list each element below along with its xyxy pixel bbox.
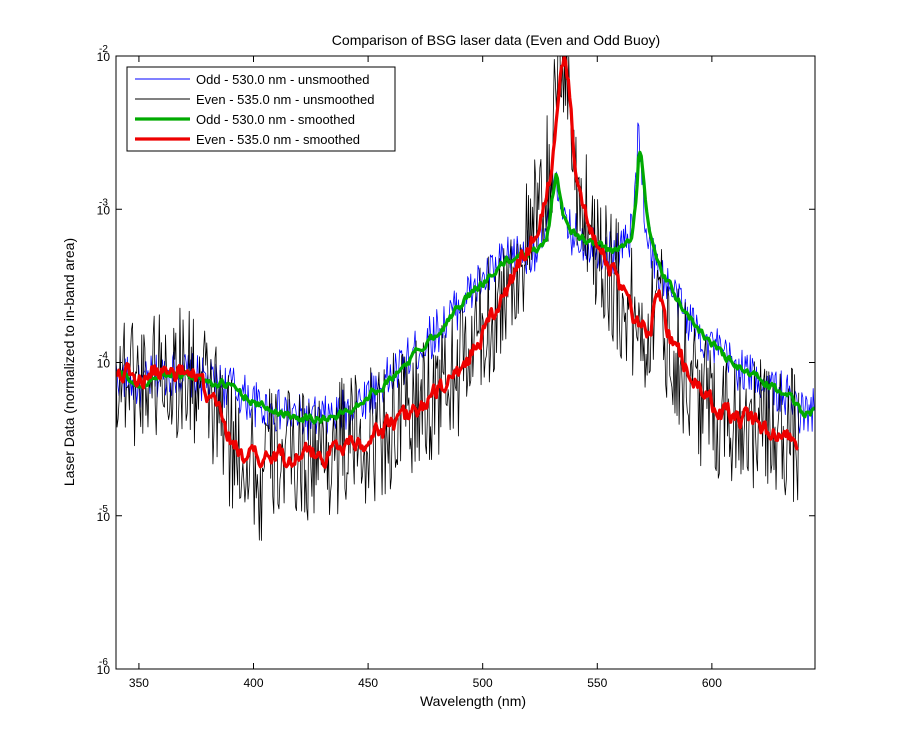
legend: Odd - 530.0 nm - unsmoothed Even - 535.0 … [126, 66, 396, 152]
plot-frame [115, 55, 816, 670]
x-tick-label: 350 [129, 676, 149, 690]
x-tick-label: 400 [243, 676, 263, 690]
y-tick-label: 10-4 [97, 351, 111, 371]
x-tick-label: 600 [702, 676, 722, 690]
y-tick-exponent: -3 [99, 197, 108, 208]
y-tick-exponent: -2 [99, 44, 108, 55]
y-tick-exponent: -4 [99, 351, 108, 362]
series-layer [116, 56, 815, 541]
legend-label: Odd - 530.0 nm - unsmoothed [196, 72, 369, 87]
x-tick-label: 500 [473, 676, 493, 690]
y-tick-label: 10-3 [97, 197, 111, 217]
y-tick-label: 10-6 [97, 657, 111, 677]
y-tick-exponent: -6 [99, 657, 108, 668]
series-line-2 [116, 56, 800, 541]
legend-label: Even - 535.0 nm - smoothed [196, 132, 360, 147]
y-tick-mantissa: 10 [97, 50, 111, 64]
y-tick-mantissa: 10 [97, 203, 111, 217]
y-tick-mantissa: 10 [97, 663, 111, 677]
y-tick-mantissa: 10 [97, 510, 111, 524]
legend-box [126, 66, 396, 152]
chart-title: Comparison of BSG laser data (Even and O… [332, 32, 660, 48]
y-tick-label: 10-2 [97, 44, 111, 64]
legend-label: Even - 535.0 nm - unsmoothed [196, 92, 375, 107]
y-tick-label: 10-5 [97, 504, 111, 524]
series-line-4 [116, 56, 799, 469]
y-tick-exponent: -5 [99, 504, 108, 515]
y-axis-label: Laser Data (normalized to in-band area) [61, 238, 77, 486]
y-tick-mantissa: 10 [97, 357, 111, 371]
x-tick-label: 450 [358, 676, 378, 690]
x-tick-label: 550 [587, 676, 607, 690]
x-axis-label: Wavelength (nm) [420, 693, 526, 709]
legend-label: Odd - 530.0 nm - smoothed [196, 112, 355, 127]
series-line-3 [116, 150, 815, 425]
